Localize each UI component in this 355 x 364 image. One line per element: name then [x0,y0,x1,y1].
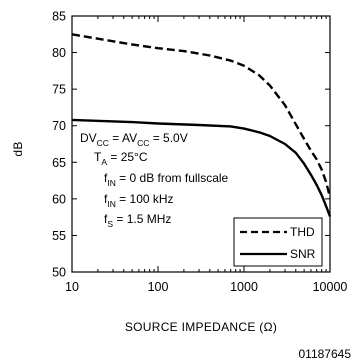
y-tick-label: 85 [52,10,66,24]
condition-supply: DVCC = AVCC = 5.0V [80,131,188,148]
x-tick-label: 10 [65,280,79,294]
x-axis-ticks: 10 100 1000 10000 [65,16,347,294]
series-line-snr [71,118,332,217]
y-tick-label: 50 [52,266,66,280]
plot-frame [71,15,331,273]
condition-sample-rate: fS = 1.5 MHz [104,212,171,229]
series-layer [71,33,332,217]
x-tick-label: 100 [148,280,169,294]
y-tick-label: 55 [52,229,66,243]
y-axis-label: dB [11,141,25,156]
condition-input-level: fIN = 0 dB from fullscale [104,171,229,188]
figure-id: 01187645 [299,347,352,361]
conditions-annotation: DVCC = AVCC = 5.0V TA = 25°C fIN = 0 dB … [80,131,229,229]
legend-box [233,217,323,267]
legend-label-thd: THD [290,225,315,239]
condition-temperature: TA = 25°C [94,150,148,167]
x-tick-label: 1000 [230,280,258,294]
y-tick-label: 80 [52,46,66,60]
y-axis-ticks: 50 55 60 65 70 75 80 85 [52,10,330,280]
legend: THD SNR [233,217,323,267]
x-tick-label: 10000 [313,280,348,294]
legend-label-snr: SNR [290,247,316,261]
y-tick-label: 75 [52,83,66,97]
y-tick-label: 60 [52,192,66,206]
y-tick-label: 65 [52,156,66,170]
y-tick-label: 70 [52,119,66,133]
x-axis-label: SOURCE IMPEDANCE (Ω) [125,320,277,334]
condition-input-frequency: fIN = 100 kHz [104,192,174,209]
